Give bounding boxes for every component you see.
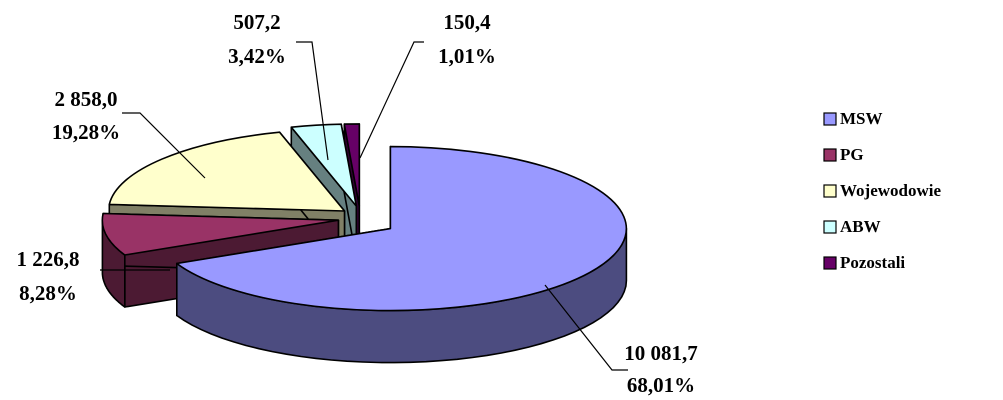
legend-swatch: [823, 256, 837, 270]
pie-slice-msw: [176, 145, 628, 364]
leader-lines: [100, 41, 628, 371]
legend-swatch: [823, 220, 837, 234]
leader-line: [122, 112, 206, 179]
data-label-percent: 19,28%: [52, 120, 120, 144]
data-label-percent: 68,01%: [627, 373, 695, 397]
data-label-value: 507,2: [233, 10, 280, 34]
legend-label: Wojewodowie: [840, 181, 942, 200]
legend-item: Wojewodowie: [823, 181, 942, 200]
pie-slices: [101, 123, 628, 364]
legend-swatch: [823, 112, 837, 126]
data-label-percent: 8,28%: [19, 281, 77, 305]
data-label-value: 10 081,7: [624, 341, 698, 365]
legend: MSW PG Wojewodowie ABW Pozostali: [823, 109, 942, 272]
leader-line: [359, 41, 424, 159]
data-label-value: 2 858,0: [55, 87, 118, 111]
legend-item: PG: [823, 145, 864, 164]
legend-item: MSW: [823, 109, 883, 128]
leader-line: [544, 284, 628, 371]
legend-label: Pozostali: [840, 253, 905, 272]
legend-item: Pozostali: [823, 253, 905, 272]
legend-swatch: [823, 184, 837, 198]
legend-label: MSW: [840, 109, 883, 128]
legend-item: ABW: [823, 217, 881, 236]
legend-swatch: [823, 148, 837, 162]
data-label-percent: 1,01%: [438, 44, 496, 68]
data-label-value: 150,4: [443, 10, 491, 34]
data-label-percent: 3,42%: [228, 44, 286, 68]
leader-line: [296, 41, 329, 161]
legend-label: PG: [840, 145, 864, 164]
legend-label: ABW: [840, 217, 881, 236]
data-labels: 10 081,7 68,01% 1 226,8 8,28% 2 858,0 19,28% 5…: [17, 10, 698, 397]
data-label-value: 1 226,8: [17, 247, 80, 271]
